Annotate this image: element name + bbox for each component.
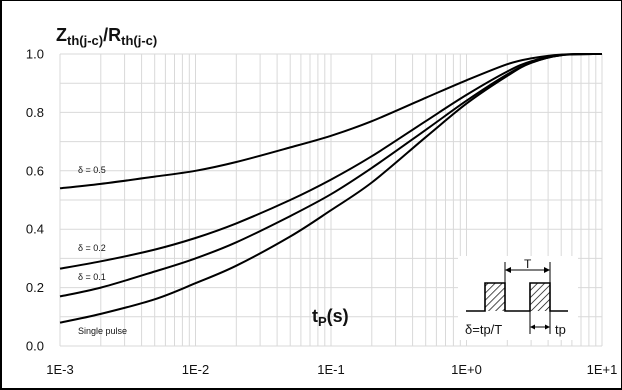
curves (59, 53, 603, 324)
tp-arrow-head-right (545, 324, 550, 330)
x-tick-label: 1E-2 (182, 362, 209, 377)
y-axis-title: Zth(j-c)/Rth(j-c) (56, 25, 157, 48)
curve-series-1 (59, 53, 603, 270)
tp-arrow-head-left (530, 324, 535, 330)
period-label: T (524, 257, 532, 271)
pulse-waveform (466, 282, 568, 312)
grid (59, 53, 603, 347)
y-tick-label: 0.2 (26, 280, 44, 295)
curve-series-0 (59, 53, 603, 190)
curve-series-3 (59, 53, 603, 324)
x-tick-label: 1E-1 (317, 362, 344, 377)
y-tick-label: 0.4 (26, 222, 44, 237)
curve-label-delta-05: δ = 0.5 (78, 165, 106, 175)
period-arrow-head-left (505, 267, 511, 273)
x-tick-label: 1E+1 (587, 362, 618, 377)
x-tick-label: 1E-3 (46, 362, 73, 377)
curve-label-delta-01: δ = 0.1 (78, 272, 106, 282)
pulse-2 (530, 283, 550, 311)
curve-label-delta-02: δ = 0.2 (78, 243, 106, 253)
x-tick-label: 1E+0 (451, 362, 482, 377)
y-tick-label: 0.8 (26, 105, 44, 120)
y-tick-label: 0.0 (26, 339, 44, 354)
y-tick-label: 1.0 (26, 47, 44, 62)
period-arrow-head-right (544, 267, 550, 273)
y-tick-label: 0.6 (26, 163, 44, 178)
x-axis-title: tP(s) (312, 306, 349, 329)
tick-labels: 1E-3 1E-2 1E-1 1E+0 1E+1 0.0 0.2 0.4 0.6 0.8 1.0 (26, 47, 617, 378)
tp-label: tp (555, 322, 566, 337)
duty-formula: δ=tp/T (465, 322, 502, 337)
curve-label-single-pulse: Single pulse (78, 326, 127, 336)
curve-labels: δ = 0.5 δ = 0.2 δ = 0.1 Single pulse (78, 165, 127, 336)
pulse-1 (485, 283, 505, 311)
pulse-diagram-inset: T δ=tp/T tp (458, 256, 578, 340)
